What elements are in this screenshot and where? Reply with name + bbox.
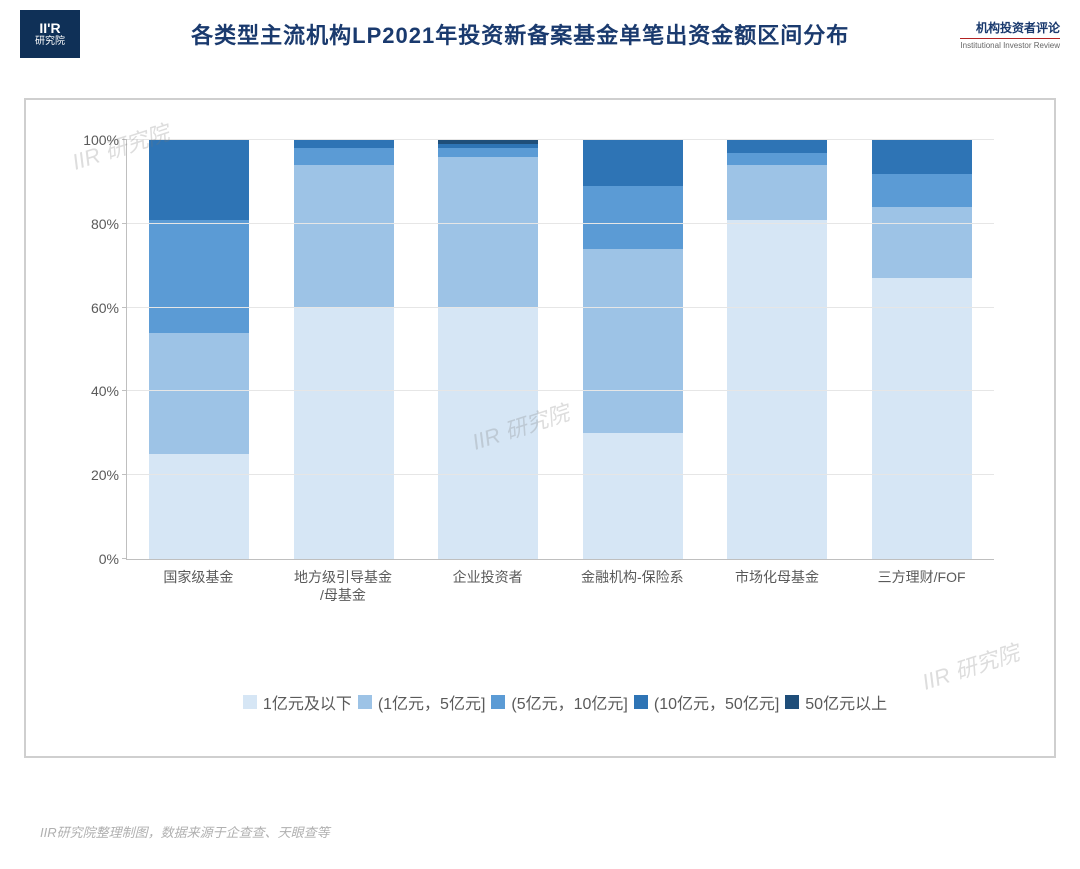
x-tick-label: 三方理财/FOF	[862, 568, 982, 604]
y-tick-label: 80%	[77, 216, 119, 232]
bar-segment	[727, 165, 827, 219]
y-tick-label: 20%	[77, 467, 119, 483]
stacked-bar	[727, 140, 827, 559]
bar-segment	[149, 333, 249, 455]
y-tick-label: 40%	[77, 383, 119, 399]
logo-text-top: II'R	[39, 21, 60, 36]
bar-segment	[872, 174, 972, 208]
x-tick-label: 地方级引导基金/母基金	[283, 568, 403, 604]
stacked-bar	[872, 140, 972, 559]
bar-segment	[727, 153, 827, 166]
page-title: 各类型主流机构LP2021年投资新备案基金单笔出资金额区间分布	[80, 18, 960, 50]
x-tick-label: 市场化母基金	[717, 568, 837, 604]
legend-swatch	[785, 695, 799, 709]
legend-item: (1亿元，5亿元]	[358, 690, 486, 714]
bar-segment	[872, 140, 972, 174]
bar-segment	[438, 157, 538, 308]
y-tick-label: 0%	[77, 551, 119, 567]
bar-segment	[294, 165, 394, 307]
bar-slot	[428, 140, 548, 559]
y-tick-label: 100%	[77, 132, 119, 148]
y-tick-mark	[122, 390, 127, 391]
legend-item: 50亿元以上	[785, 690, 887, 714]
bar-slot	[139, 140, 259, 559]
grid-line	[127, 139, 994, 140]
bars-container	[127, 140, 994, 559]
bar-segment	[149, 140, 249, 220]
x-axis-labels: 国家级基金地方级引导基金/母基金企业投资者金融机构-保险系市场化母基金三方理财/…	[126, 568, 994, 604]
y-tick-mark	[122, 474, 127, 475]
chart-area: 0%20%40%60%80%100% 国家级基金地方级引导基金/母基金企业投资者…	[126, 140, 994, 610]
bar-segment	[583, 186, 683, 249]
bar-segment	[149, 454, 249, 559]
bar-segment	[294, 148, 394, 165]
grid-line	[127, 474, 994, 475]
legend-label: (10亿元，50亿元]	[654, 690, 779, 714]
bar-segment	[727, 140, 827, 153]
header-bar: II'R 研究院 各类型主流机构LP2021年投资新备案基金单笔出资金额区间分布…	[0, 0, 1080, 68]
bar-segment	[294, 308, 394, 559]
bar-segment	[872, 278, 972, 559]
chart-legend: 1亿元及以下 (1亿元，5亿元] (5亿元，10亿元] (10亿元，50亿元] 50亿元…	[126, 690, 1004, 714]
y-tick-mark	[122, 558, 127, 559]
bar-segment	[583, 249, 683, 433]
grid-line	[127, 307, 994, 308]
legend-item: (10亿元，50亿元]	[634, 690, 779, 714]
bar-slot	[717, 140, 837, 559]
legend-swatch	[243, 695, 257, 709]
legend-label: 1亿元及以下	[263, 690, 352, 714]
legend-item: 1亿元及以下	[243, 690, 352, 714]
x-tick-label: 金融机构-保险系	[572, 568, 692, 604]
bar-segment	[583, 433, 683, 559]
bar-segment	[583, 140, 683, 186]
bar-segment	[872, 207, 972, 278]
brand-logo: II'R 研究院	[20, 10, 80, 58]
bar-slot	[284, 140, 404, 559]
bar-slot	[573, 140, 693, 559]
header-subtitle-cn: 机构投资者评论	[960, 19, 1060, 39]
legend-label: 50亿元以上	[805, 690, 887, 714]
logo-text-bottom: 研究院	[35, 36, 65, 47]
footer-source-note: IIR研究院整理制图，数据来源于企查查、天眼查等	[40, 822, 330, 841]
header-right-block: 机构投资者评论 Institutional Investor Review	[960, 19, 1060, 50]
legend-swatch	[491, 695, 505, 709]
x-tick-label: 国家级基金	[138, 568, 258, 604]
bar-segment	[438, 148, 538, 156]
y-tick-label: 60%	[77, 300, 119, 316]
y-tick-mark	[122, 139, 127, 140]
legend-label: (5亿元，10亿元]	[511, 690, 627, 714]
grid-line	[127, 223, 994, 224]
legend-label: (1亿元，5亿元]	[378, 690, 486, 714]
x-tick-label: 企业投资者	[428, 568, 548, 604]
bar-segment	[438, 308, 538, 559]
stacked-bar	[583, 140, 683, 559]
bar-segment	[149, 220, 249, 333]
stacked-bar	[438, 140, 538, 559]
bar-slot	[862, 140, 982, 559]
chart-frame: 0%20%40%60%80%100% 国家级基金地方级引导基金/母基金企业投资者…	[24, 98, 1056, 758]
bar-segment	[294, 140, 394, 148]
y-tick-mark	[122, 223, 127, 224]
bar-segment	[727, 220, 827, 559]
grid-line	[127, 390, 994, 391]
legend-item: (5亿元，10亿元]	[491, 690, 627, 714]
stacked-bar	[149, 140, 249, 559]
header-subtitle-en: Institutional Investor Review	[960, 41, 1060, 50]
stacked-bar	[294, 140, 394, 559]
legend-swatch	[358, 695, 372, 709]
legend-swatch	[634, 695, 648, 709]
plot-region: 0%20%40%60%80%100%	[126, 140, 994, 560]
y-tick-mark	[122, 307, 127, 308]
